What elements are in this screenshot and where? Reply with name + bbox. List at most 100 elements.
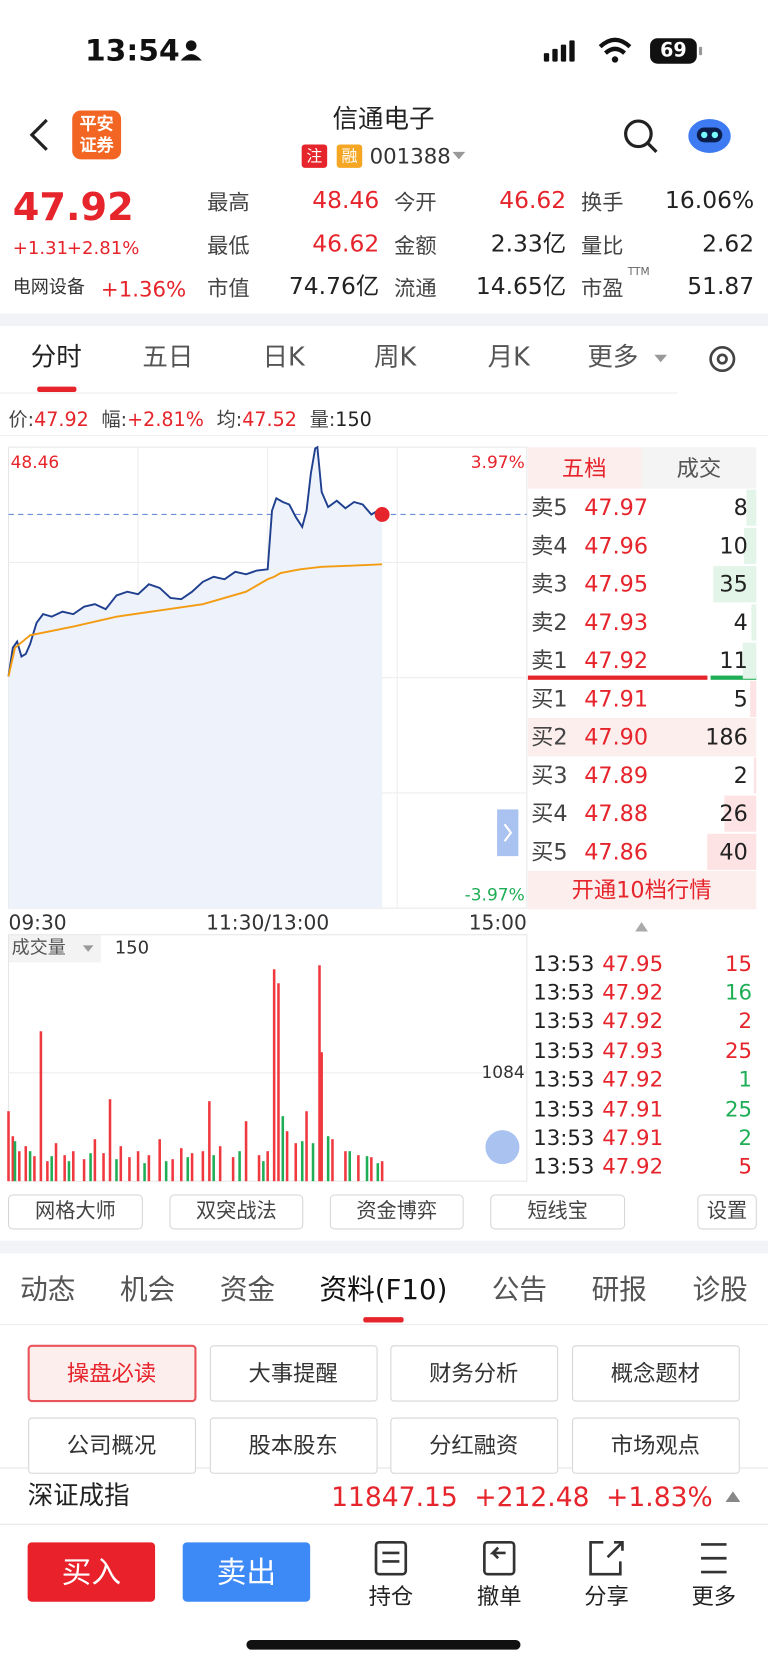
back-icon[interactable] — [29, 118, 48, 151]
trade-volume: 25 — [725, 1095, 753, 1122]
trade-volume: 25 — [725, 1037, 753, 1064]
menu-button[interactable] — [390, 1417, 559, 1474]
robot-icon[interactable] — [688, 118, 731, 153]
book-volume: 26 — [719, 800, 748, 827]
menu-button[interactable] — [571, 1417, 740, 1474]
x-tick-label: 09:30 — [8, 911, 66, 935]
upgrade-link[interactable]: 开通10档行情 — [571, 877, 712, 903]
search-icon — [646, 142, 658, 154]
section-tab[interactable]: 研报 — [591, 1274, 647, 1307]
menu-button[interactable] — [28, 1417, 196, 1474]
book-label: 卖5 — [531, 494, 568, 521]
trade-price: 47.95 — [602, 950, 664, 976]
index-name: 深证成指 — [27, 1480, 130, 1511]
volume-bar — [28, 1151, 32, 1182]
book-label: 买2 — [531, 724, 568, 750]
collapse-icon[interactable] — [635, 921, 648, 932]
expand-icon[interactable] — [725, 1491, 741, 1502]
volume-bar — [281, 1116, 285, 1182]
volume-bar — [63, 1155, 66, 1182]
menu-button[interactable] — [209, 1417, 378, 1474]
logo — [72, 110, 122, 160]
tab[interactable]: 分时 — [30, 342, 82, 372]
field-value: 74.76亿 — [288, 274, 380, 301]
book-tab[interactable]: 成交 — [676, 455, 722, 482]
volume-bar — [102, 1153, 105, 1182]
volume-bar — [164, 1161, 168, 1182]
action-label[interactable]: 撤单 — [476, 1583, 522, 1610]
upgrade-bg[interactable] — [527, 871, 757, 910]
tool-label: 网格大师 — [35, 1199, 116, 1223]
book-price: 47.92 — [584, 647, 649, 674]
tab[interactable]: 日K — [262, 342, 305, 372]
menu-button[interactable] — [209, 1345, 378, 1402]
section-tab[interactable]: 机会 — [120, 1274, 176, 1307]
info-label: 价: — [8, 408, 35, 432]
stock-name: 信通电子 — [332, 104, 435, 134]
menu-label: 股本股东 — [248, 1432, 338, 1459]
tab[interactable]: 周K — [374, 342, 417, 372]
y-tick-label: 1084 — [481, 1063, 524, 1083]
book-price: 47.89 — [584, 762, 649, 789]
volume-bar — [285, 1131, 289, 1182]
tool-button[interactable] — [697, 1194, 757, 1230]
buy-button[interactable] — [27, 1542, 156, 1602]
menu-button[interactable] — [571, 1345, 740, 1402]
action-label[interactable]: 持仓 — [368, 1583, 414, 1610]
book-label: 卖4 — [531, 533, 568, 559]
action-label[interactable]: 分享 — [584, 1583, 629, 1610]
expand-tab[interactable] — [497, 809, 519, 857]
volume-bar — [318, 965, 321, 1182]
volume-bar — [7, 1111, 10, 1182]
book-tab[interactable]: 五档 — [561, 455, 607, 482]
section-tab[interactable]: 资金 — [219, 1274, 276, 1307]
section-tab[interactable]: 动态 — [20, 1274, 76, 1307]
tab-underline — [37, 386, 77, 392]
info-line: 价:47.92 幅:+2.81% 均:47.52 量:150 — [8, 408, 371, 433]
book-price: 47.91 — [584, 686, 649, 712]
tool-button[interactable] — [490, 1194, 626, 1230]
tool-button[interactable] — [7, 1194, 143, 1230]
tool-button[interactable] — [329, 1194, 464, 1230]
book-label: 买5 — [531, 839, 568, 865]
volume-bar — [158, 1139, 161, 1182]
tab[interactable]: 月K — [487, 342, 530, 372]
volume-bar — [365, 1156, 369, 1182]
trade-price: 47.92 — [602, 1008, 664, 1034]
sell-button[interactable] — [182, 1542, 311, 1602]
volume-bg — [713, 566, 757, 603]
field-value: 46.62 — [499, 188, 567, 215]
book-label: 卖1 — [531, 647, 568, 674]
expand-tab — [503, 823, 513, 842]
menu-button[interactable] — [390, 1345, 559, 1402]
section-tab[interactable]: 公告 — [491, 1274, 548, 1307]
tab[interactable]: 更多 — [587, 342, 639, 372]
action-label[interactable]: 更多 — [691, 1583, 737, 1610]
gear-icon[interactable] — [709, 346, 736, 373]
section-tab[interactable]: 资料(F10) — [319, 1274, 448, 1307]
section-tab[interactable]: 诊股 — [692, 1274, 748, 1307]
volume-bg — [746, 489, 757, 526]
fullscreen-icon[interactable] — [485, 1130, 520, 1165]
volume-bar — [344, 1151, 347, 1182]
volume-bar — [311, 1143, 315, 1182]
tab[interactable]: 五日 — [142, 342, 194, 372]
volume-bar — [67, 1161, 71, 1182]
field-label: 最低 — [207, 232, 250, 258]
volume-bar — [143, 1163, 146, 1182]
book-price: 47.86 — [584, 839, 649, 865]
book-label: 卖3 — [531, 571, 568, 597]
book-volume: 10 — [719, 533, 748, 559]
tab-bg — [641, 447, 757, 489]
status-time: 13:54 — [84, 32, 180, 68]
menu-button[interactable] — [27, 1344, 197, 1403]
info-value: 150 — [335, 408, 372, 432]
volume-bar — [128, 1157, 131, 1182]
tool-button[interactable] — [169, 1194, 304, 1230]
search-icon[interactable] — [624, 119, 653, 149]
y2-tick-label: 3.97% — [471, 453, 525, 473]
trade-price: 47.92 — [602, 1153, 664, 1180]
